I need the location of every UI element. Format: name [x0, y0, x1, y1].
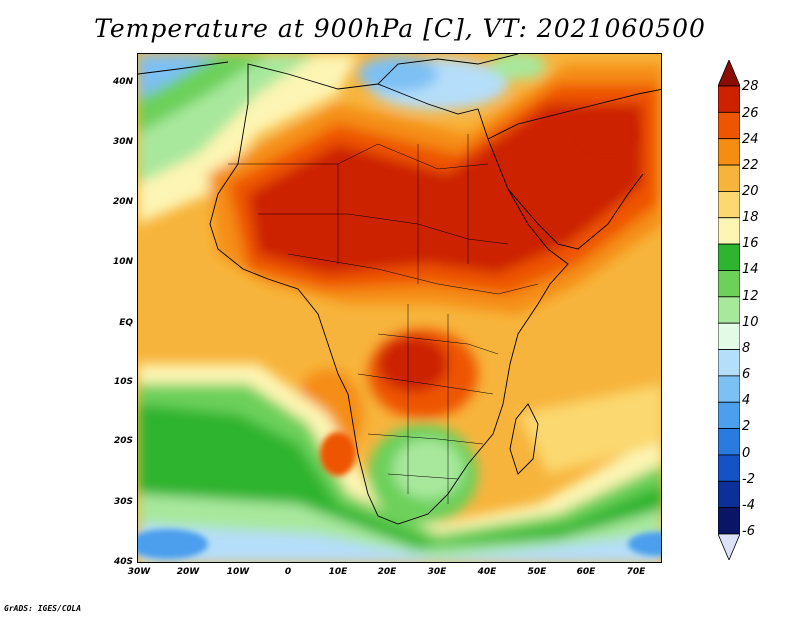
colorbar-box: [718, 401, 740, 429]
colorbar-box: [718, 243, 740, 271]
grads-credit: GrADS: IGES/COLA: [4, 604, 82, 613]
lon-label-10e: 10E: [328, 567, 348, 577]
lat-label-20n: 20N: [112, 197, 133, 207]
colorbar-box: [718, 480, 740, 509]
colorbar-box: [718, 375, 740, 403]
colorbar-label: -6: [742, 524, 755, 539]
colorbar-box: [718, 191, 740, 219]
lat-label-40n: 40N: [112, 77, 133, 87]
colorbar-box: [718, 270, 740, 298]
lat-label-eq: EQ: [119, 318, 133, 328]
colorbar-label: 6: [742, 367, 751, 382]
colorbar-label: 16: [742, 236, 759, 251]
lon-label-40e: 40E: [477, 567, 497, 577]
colorbar-label: 12: [742, 289, 759, 304]
colorbar-box: [718, 60, 740, 87]
colorbar-label: -2: [742, 472, 755, 487]
colorbar-box: [718, 507, 740, 535]
temperature-detail: [138, 114, 661, 559]
colorbar-box: [718, 217, 740, 245]
colorbar-box: [718, 164, 740, 192]
lon-label-30e: 30E: [427, 567, 447, 577]
temperature-map[interactable]: [137, 53, 662, 563]
coastlines: [138, 54, 661, 525]
lon-label-10w: 10W: [226, 567, 250, 577]
colorbar-box: [718, 138, 740, 166]
colorbar-label: 10: [742, 315, 759, 330]
lat-label-30s: 30S: [113, 497, 133, 507]
colorbar-box: [718, 533, 740, 560]
colorbar-label: 2: [742, 419, 751, 434]
chart-title: Temperature at 900hPa [C], VT: 202106050…: [94, 14, 706, 43]
lat-label-10n: 10N: [112, 257, 133, 267]
colorbar-label: 28: [742, 79, 759, 94]
lon-label-70e: 70E: [626, 567, 646, 577]
lat-label-20s: 20S: [113, 436, 133, 446]
colorbar-box: [718, 111, 740, 140]
lat-label-10s: 10S: [113, 377, 133, 387]
colorbar-label: 4: [742, 393, 751, 408]
colorbar-label: 8: [742, 341, 751, 356]
colorbar-label: 14: [742, 262, 759, 277]
colorbar-label: 0: [742, 446, 751, 461]
colorbar-box: [718, 85, 740, 113]
lon-label-50e: 50E: [527, 567, 547, 577]
colorbar-label: 26: [742, 106, 759, 121]
colorbar-box: [718, 322, 740, 350]
colorbar-label: 24: [742, 132, 759, 147]
colorbar-label: 22: [742, 158, 759, 173]
colorbar-box: [718, 454, 740, 482]
lon-label-30w: 30W: [127, 567, 151, 577]
colorbar-label: 18: [742, 210, 759, 225]
colorbar-box: [718, 349, 740, 377]
map-canvas: [138, 54, 661, 562]
lat-label-40s: 40S: [113, 557, 133, 567]
lon-label-60e: 60E: [576, 567, 596, 577]
lon-label-0: 0: [284, 567, 292, 577]
lon-label-20e: 20E: [377, 567, 397, 577]
colorbar-box: [718, 428, 740, 456]
colorbar-label: -4: [742, 498, 755, 513]
lon-label-20w: 20W: [176, 567, 200, 577]
colorbar: [718, 60, 740, 560]
colorbar-box: [718, 296, 740, 324]
colorbar-boxes: [718, 60, 740, 560]
country-borders: [228, 134, 539, 504]
colorbar-label: 20: [742, 184, 759, 199]
lat-label-30n: 30N: [112, 137, 133, 147]
